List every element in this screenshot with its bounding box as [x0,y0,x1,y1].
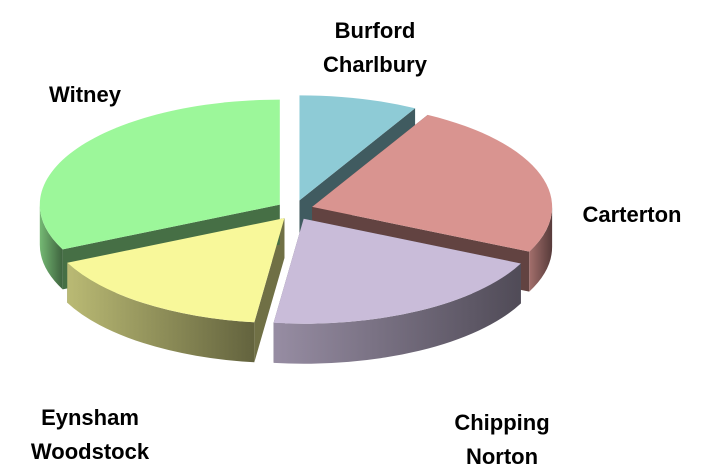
slice-label: Eynsham Woodstock [30,405,150,464]
slice-label: Chipping Norton [454,410,550,469]
slice [67,218,285,323]
slice [299,95,416,201]
slice-label: Burford Charlbury [323,18,427,77]
slice [312,114,553,252]
slice-wall [273,263,521,364]
slice-wall [529,206,553,292]
slice-label: Carterton [582,202,682,227]
slice-label: Witney [49,82,121,107]
slice [273,218,521,324]
slice-wall [67,262,255,363]
slice-wall [39,204,63,290]
slice [39,99,280,250]
